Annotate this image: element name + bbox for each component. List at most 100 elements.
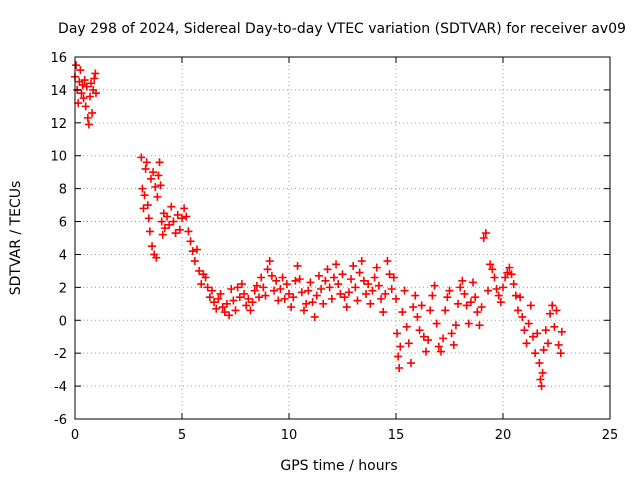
data-point [160, 224, 169, 233]
data-point [334, 280, 343, 289]
plot-frame [74, 56, 611, 420]
data-point [285, 289, 293, 298]
y-tick-label: 6 [59, 216, 67, 231]
data-point [383, 257, 392, 266]
data-point [265, 257, 274, 266]
data-point [327, 294, 336, 303]
data-point [406, 359, 415, 368]
data-point [389, 273, 398, 282]
data-point [178, 214, 186, 223]
data-point [319, 299, 328, 308]
data-point [538, 368, 547, 377]
data-point [287, 303, 296, 312]
data-point [436, 347, 445, 356]
data-point [182, 212, 191, 221]
data-point [370, 273, 379, 282]
data-point [526, 301, 535, 310]
data-point [267, 271, 276, 280]
data-point [372, 263, 381, 272]
x-tick-label: 5 [178, 428, 186, 443]
data-point [188, 247, 197, 256]
data-point [235, 293, 244, 302]
data-point [282, 280, 291, 289]
data-point [513, 306, 522, 315]
data-point [151, 182, 160, 191]
y-tick-label: 8 [59, 183, 67, 198]
data-point [458, 276, 467, 285]
data-point [171, 229, 180, 238]
data-point [84, 120, 93, 129]
data-point [484, 286, 493, 295]
data-point [522, 339, 531, 348]
data-point [278, 273, 287, 282]
data-point [398, 308, 407, 317]
data-point [554, 340, 563, 349]
data-point [280, 294, 289, 303]
data-point [76, 66, 85, 75]
axis-ticks: 0 5 10 15 20 25 -6 -4 -2 0 2 4 6 8 10 12 14 16 [50, 51, 618, 443]
data-point [145, 227, 154, 236]
data-point [462, 301, 471, 310]
data-point [212, 304, 221, 313]
data-point [218, 303, 227, 312]
data-point [539, 345, 548, 354]
data-point [263, 265, 272, 274]
data-point [154, 171, 163, 180]
data-point [394, 352, 403, 361]
data-point [158, 230, 167, 239]
data-point [528, 332, 537, 341]
data-point [323, 265, 332, 274]
data-point [374, 281, 383, 290]
x-tick-label: 15 [388, 428, 405, 443]
data-point [325, 283, 334, 292]
data-point [379, 308, 388, 317]
data-point [355, 268, 364, 277]
data-point [546, 309, 555, 318]
data-point [488, 265, 497, 274]
data-point [338, 270, 347, 279]
data-point [244, 294, 253, 303]
data-point [197, 280, 206, 289]
data-point [142, 158, 151, 167]
data-point [190, 257, 199, 266]
data-point [302, 299, 311, 308]
data-point [214, 294, 223, 303]
data-point [543, 339, 552, 348]
data-point [377, 294, 386, 303]
data-point [83, 113, 92, 122]
data-point [312, 291, 321, 300]
data-point [426, 306, 435, 315]
data-point [336, 289, 345, 298]
data-point [308, 298, 317, 307]
data-point [368, 286, 377, 295]
data-point [404, 339, 413, 348]
y-tick-label: 2 [59, 281, 67, 296]
data-point [248, 298, 257, 307]
data-point [169, 217, 178, 226]
data-point [349, 261, 358, 270]
data-point [415, 326, 424, 335]
data-point [392, 294, 400, 303]
y-tick-label: 14 [50, 84, 67, 99]
data-point [411, 291, 420, 300]
y-tick-label: 16 [50, 51, 67, 66]
data-point [295, 275, 304, 284]
data-point [88, 108, 97, 117]
data-point [486, 260, 495, 269]
data-point [255, 293, 264, 302]
data-point [229, 296, 238, 305]
data-point [163, 212, 172, 221]
data-point [203, 283, 212, 292]
data-point [475, 321, 484, 330]
data-point [231, 306, 240, 315]
data-point [364, 280, 373, 289]
data-point [175, 225, 184, 234]
data-point [342, 303, 351, 312]
data-point [246, 306, 255, 315]
data-point [195, 266, 204, 275]
data-point [148, 242, 157, 251]
y-tick-label: 4 [59, 248, 67, 263]
data-point [310, 312, 319, 321]
data-point [419, 332, 428, 341]
data-point [466, 298, 475, 307]
